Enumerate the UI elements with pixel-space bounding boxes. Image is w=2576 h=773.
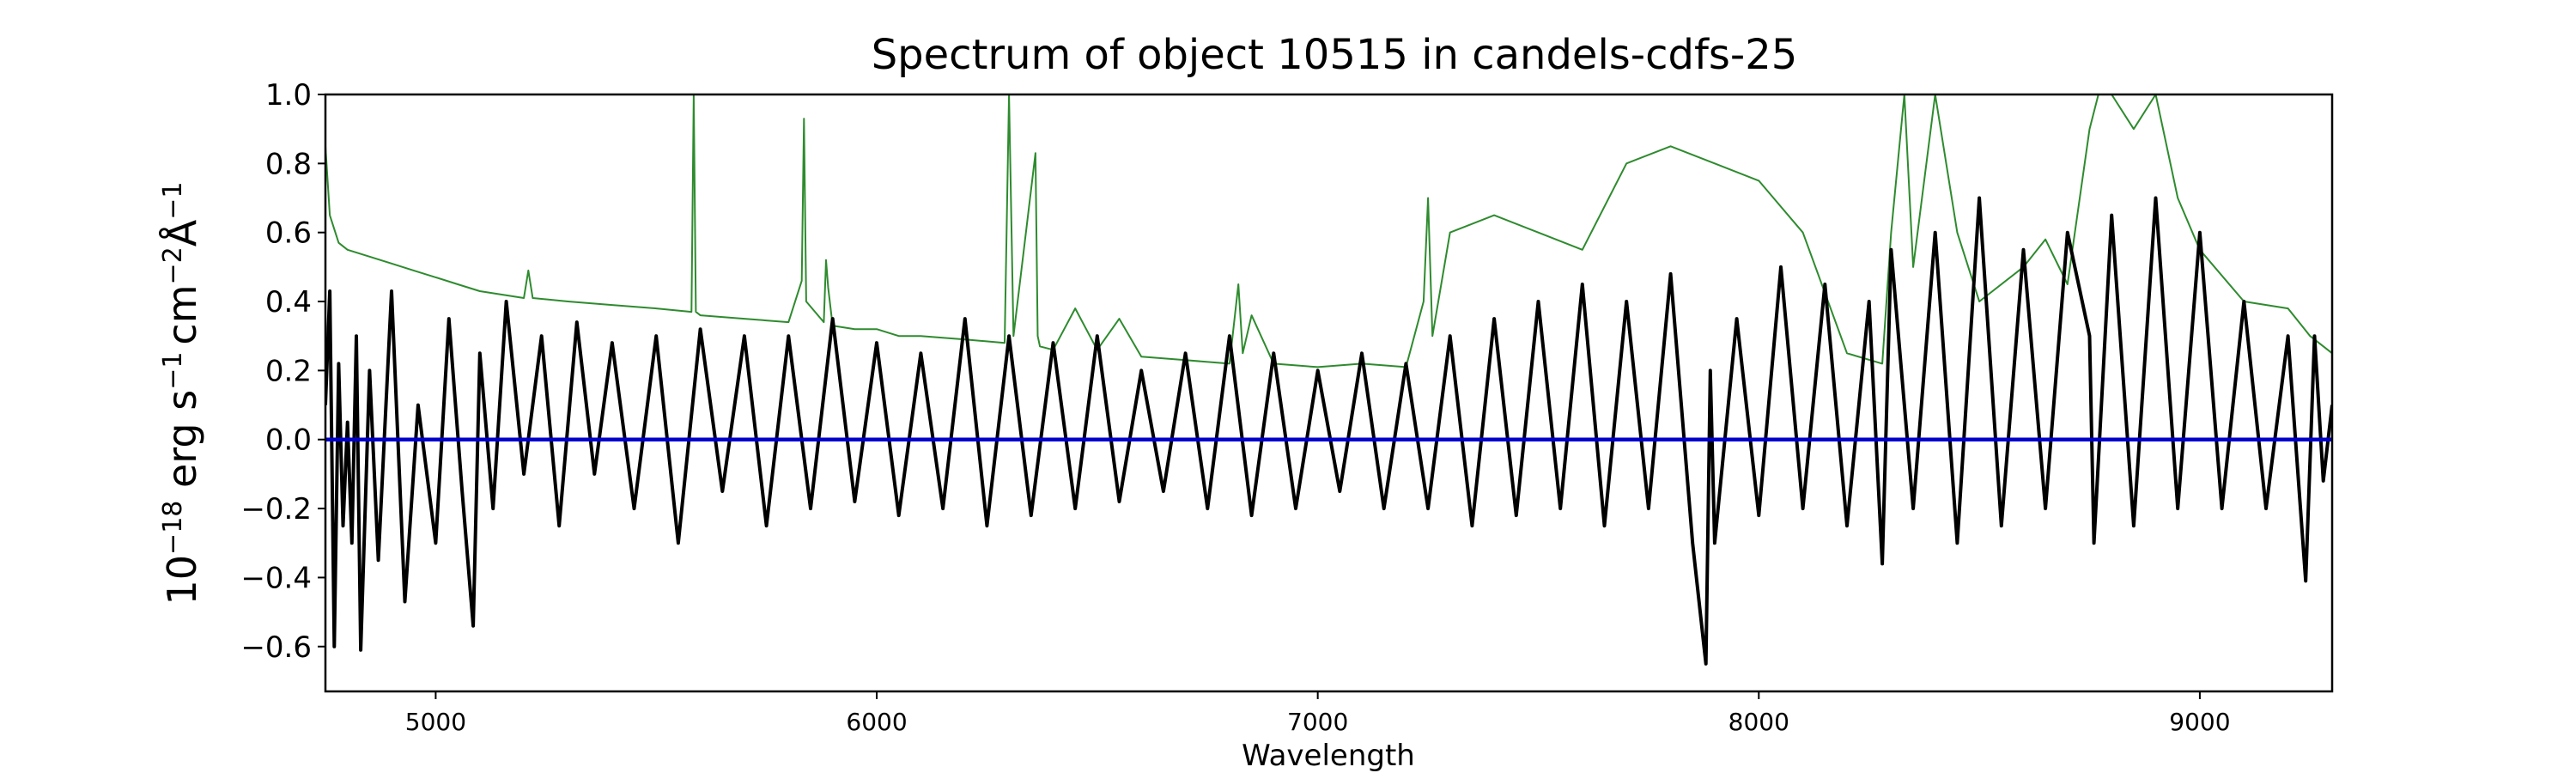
y-label-cm-exp: −2	[158, 247, 188, 284]
y-label-base-exp: −18	[158, 501, 188, 555]
y-tick-label: 0.6	[265, 216, 312, 251]
x-tick-label: 9000	[2169, 708, 2230, 736]
y-label-cm: cm	[159, 284, 205, 344]
x-tick-label: 7000	[1287, 708, 1348, 736]
y-tick-label: −0.4	[240, 561, 312, 595]
y-axis: 1.0 0.8 0.6 0.4 0.2 0.0 −0.2 −0.4 −0.6	[240, 78, 325, 665]
x-axis: 5000 6000 7000 8000 9000	[405, 691, 2231, 736]
series-layer	[325, 94, 2332, 666]
x-tick-label: 5000	[405, 708, 466, 736]
y-label-base: 10	[159, 555, 205, 606]
y-label-s-exp: −1	[158, 352, 188, 390]
x-axis-label: Wavelength	[1242, 739, 1415, 773]
y-axis-label: 10−18 erg s−1cm−2Å−1	[158, 182, 206, 606]
y-label-erg: erg s	[159, 390, 205, 501]
y-label-angstrom: Å	[159, 219, 205, 247]
x-tick-label: 6000	[846, 708, 907, 736]
y-tick-label: −0.2	[240, 492, 312, 526]
y-tick-label: 0.4	[265, 285, 312, 320]
y-tick-label: 0.0	[265, 423, 312, 458]
y-tick-label: 0.8	[265, 147, 312, 181]
y-tick-label: 1.0	[265, 78, 312, 113]
plot-area	[324, 93, 2334, 693]
y-tick-label: −0.6	[240, 630, 312, 665]
y-tick-label: 0.2	[265, 354, 312, 388]
plot-frame	[324, 93, 2334, 693]
error-series-line	[325, 94, 2332, 368]
x-tick-label: 8000	[1728, 708, 1789, 736]
chart-title: Spectrum of object 10515 in candels-cdfs…	[872, 31, 1798, 79]
y-label-angstrom-exp: −1	[158, 182, 188, 220]
flux-series-line	[325, 196, 2332, 666]
